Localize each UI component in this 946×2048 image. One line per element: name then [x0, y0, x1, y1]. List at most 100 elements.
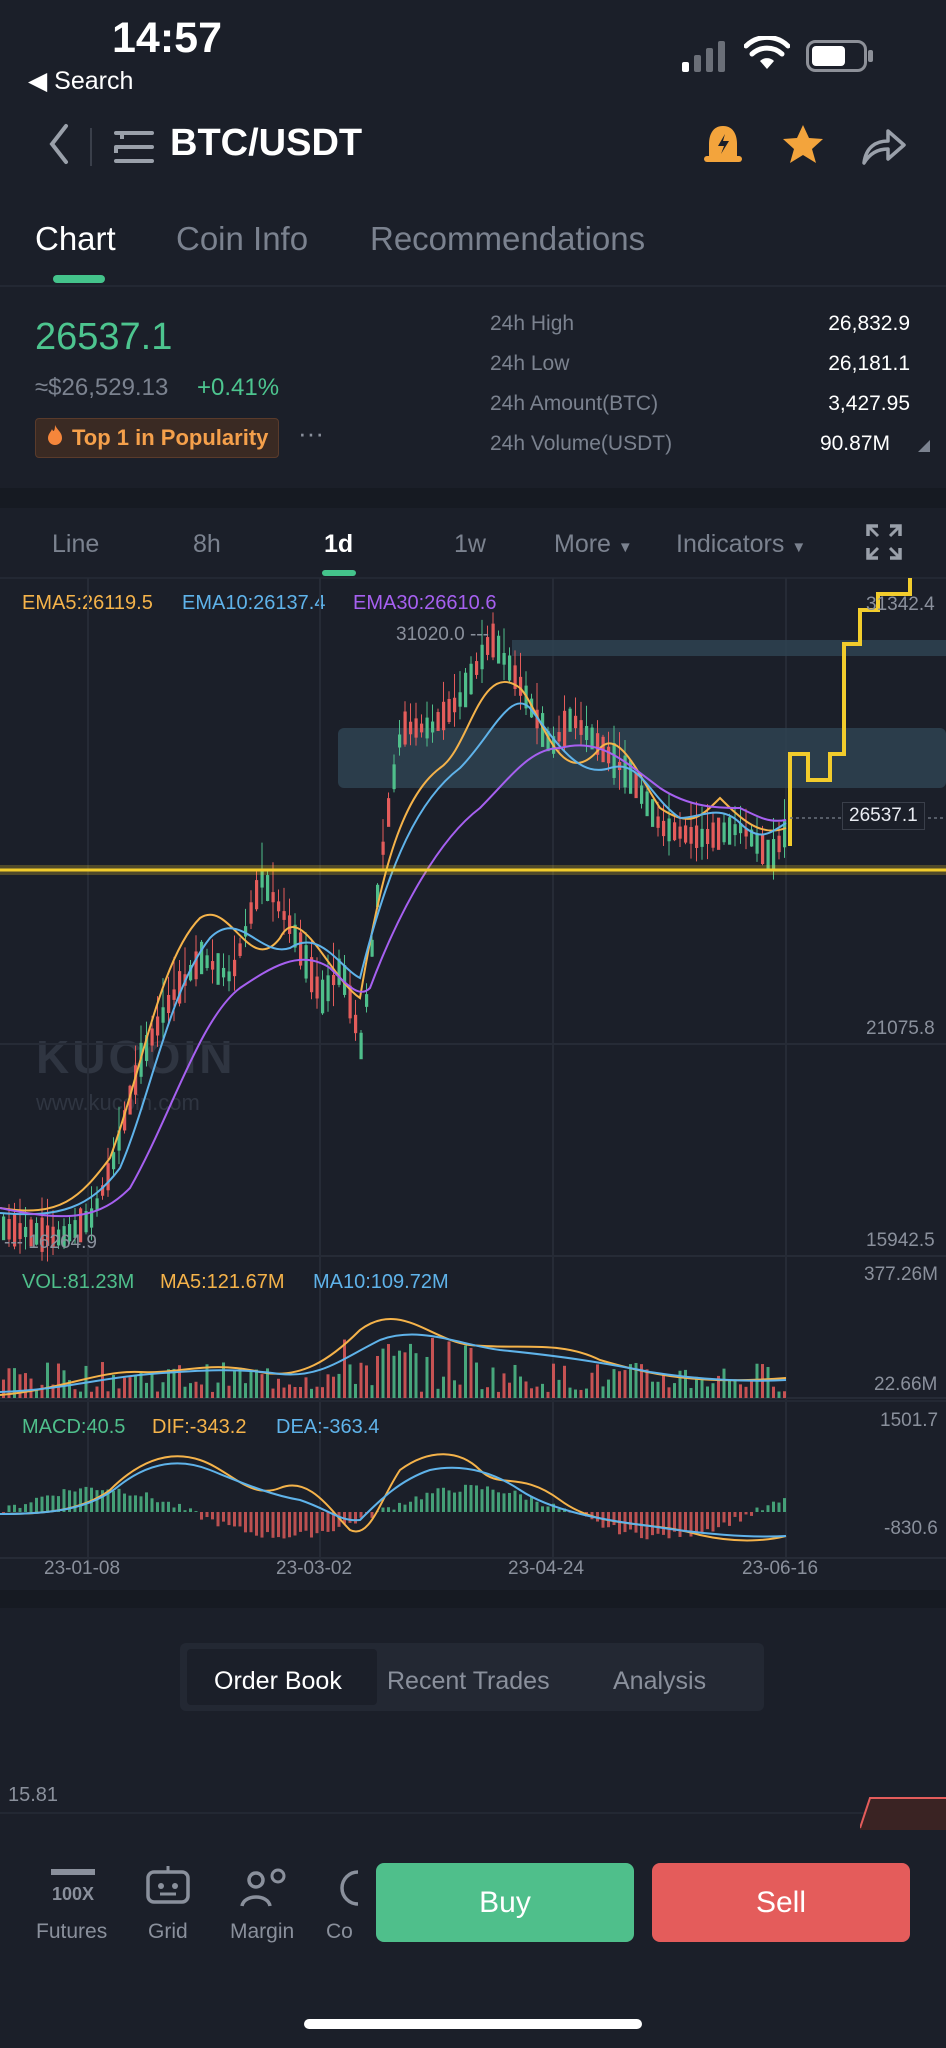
y-axis-mid-label: 21075.8 [866, 1018, 935, 1039]
macd-bar [46, 1495, 49, 1512]
dropdown-caret-icon: ▼ [791, 539, 807, 556]
toolbar-futures[interactable]: Futures [36, 1920, 108, 1943]
tab-analysis[interactable]: Analysis [613, 1667, 707, 1695]
timeframe-more[interactable]: More ▼ [554, 530, 633, 559]
price-alert-bell-icon[interactable] [700, 122, 746, 173]
home-indicator[interactable] [304, 2019, 642, 2029]
tab-recommendations[interactable]: Recommendations [370, 220, 646, 257]
volume-bar [651, 1381, 654, 1398]
tab-coin-info[interactable]: Coin Info [176, 220, 309, 257]
macd-bar [541, 1506, 544, 1512]
candle-body [403, 711, 407, 745]
candlestick-chart[interactable] [0, 578, 946, 1578]
macd-bar [442, 1487, 445, 1512]
popularity-badge[interactable]: Top 1 in Popularity [35, 418, 280, 458]
margin-icon[interactable] [240, 1866, 288, 1915]
candle-body [695, 825, 699, 848]
drawn-projection-line [788, 578, 912, 846]
stat-value-volume: 90.87M [819, 432, 890, 455]
volume-bar [134, 1375, 137, 1398]
volume-bar [733, 1379, 737, 1398]
volume-bar [409, 1343, 412, 1398]
pair-title[interactable]: BTC/USDT [170, 122, 363, 164]
volume-bar [200, 1384, 203, 1398]
volume-bar [596, 1364, 599, 1398]
volume-bar [46, 1362, 49, 1398]
volume-bar [18, 1374, 22, 1398]
battery-icon [806, 40, 874, 77]
volume-bar [414, 1353, 418, 1398]
candle-body [117, 1130, 121, 1151]
volume-bar [645, 1369, 649, 1398]
pair-menu-icon[interactable] [112, 127, 156, 172]
macd-bar [755, 1507, 759, 1512]
candle-body [486, 637, 490, 655]
sell-button[interactable]: Sell [652, 1863, 910, 1942]
candle-body [211, 961, 215, 970]
volume-ma5-label: MA5:121.67M [160, 1271, 285, 1293]
macd-bar [24, 1504, 27, 1512]
candle-body [733, 824, 737, 836]
buy-button[interactable]: Buy [376, 1863, 634, 1942]
timeframe-1w[interactable]: 1w [454, 530, 486, 558]
fullscreen-icon[interactable] [864, 522, 904, 567]
toolbar-convert[interactable]: Co [326, 1920, 353, 1943]
candle-body [101, 1185, 105, 1196]
timeframe-line[interactable]: Line [52, 530, 100, 558]
volume-bar [585, 1388, 588, 1398]
macd-bar [453, 1492, 456, 1512]
depth-chart-edge [860, 1797, 946, 1832]
candle-body [90, 1208, 94, 1228]
macd-bar [464, 1484, 467, 1512]
volume-bar [178, 1365, 181, 1398]
futures-100x-icon[interactable]: 100X [50, 1868, 96, 1908]
toolbar-margin[interactable]: Margin [230, 1920, 295, 1943]
tab-chart[interactable]: Chart [35, 220, 116, 257]
macd-bar [299, 1512, 302, 1532]
volume-bar [238, 1367, 242, 1398]
macd-bar [40, 1496, 44, 1512]
y-axis-bottom-label: 15942.5 [866, 1230, 935, 1251]
candle-body [128, 1085, 132, 1115]
volume-bar [458, 1384, 462, 1398]
price-usd-approx: ≈$26,529.13 [35, 374, 169, 401]
macd-bar [381, 1507, 385, 1512]
candle-body [750, 829, 754, 847]
volume-bar [123, 1377, 126, 1398]
tab-order-book[interactable]: Order Book [214, 1667, 342, 1695]
timeframe-more-label: More [554, 530, 611, 558]
toolbar-grid[interactable]: Grid [148, 1920, 188, 1943]
stat-value-high: 26,832.9 [828, 312, 910, 335]
macd-bar [238, 1512, 242, 1527]
grid-bot-icon[interactable] [144, 1866, 192, 1915]
candle-body [387, 798, 391, 827]
share-icon[interactable] [860, 125, 908, 172]
chart-panel[interactable] [0, 508, 946, 1586]
back-to-search-link[interactable]: ◀ Search [28, 67, 134, 95]
depth-value: 15.81 [8, 1784, 59, 1806]
ema-lines [0, 680, 787, 1218]
back-chevron-icon[interactable] [46, 122, 72, 171]
macd-bar [233, 1512, 236, 1527]
candle-body [233, 959, 237, 977]
candle-body [722, 822, 726, 843]
timeframe-1d[interactable]: 1d [324, 530, 354, 558]
candle-body [662, 820, 666, 837]
candle-body [18, 1223, 22, 1240]
macd-bar [244, 1512, 247, 1533]
resistance-zones [338, 640, 946, 788]
volume-bar [189, 1383, 192, 1398]
favorite-star-icon[interactable] [780, 122, 826, 173]
convert-icon[interactable] [336, 1868, 360, 1913]
candle-body [425, 717, 429, 739]
volume-bar [618, 1371, 621, 1398]
tab-recent-trades[interactable]: Recent Trades [387, 1667, 550, 1695]
indicators-dropdown[interactable]: Indicators ▼ [676, 530, 806, 559]
candle-body [678, 826, 682, 839]
more-options-button[interactable]: ··· [298, 418, 324, 448]
timeframe-8h[interactable]: 8h [193, 530, 221, 558]
candle-body [216, 953, 220, 985]
volume-bar [359, 1362, 363, 1398]
volume-bar [524, 1381, 528, 1398]
volume-ma10-label: MA10:109.72M [313, 1271, 449, 1293]
